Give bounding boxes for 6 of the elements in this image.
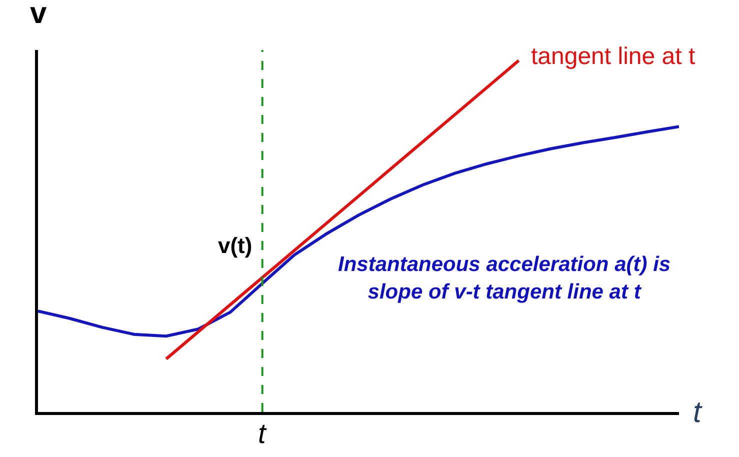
text: t (258, 418, 267, 449)
annotation: tangent line at t (531, 43, 696, 70)
annotation: Instantaneous acceleration a(t) is slope of v-t tangent line at t (338, 253, 671, 304)
y-axis-title: v (30, 0, 47, 30)
x-axis-title: t (693, 396, 703, 429)
annotation: v(t) (218, 233, 252, 258)
